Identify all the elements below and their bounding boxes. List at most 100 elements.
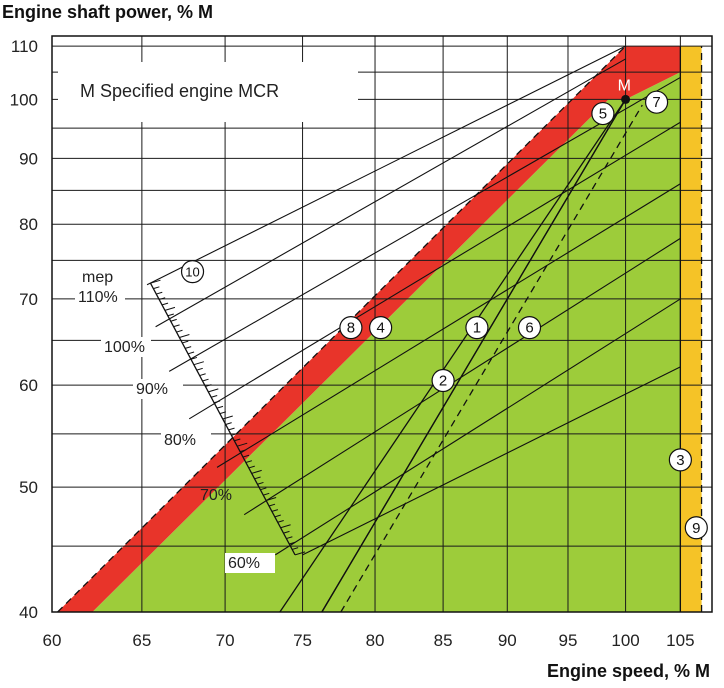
mep-tick-37 [257,481,264,485]
mep-tick-17 [199,373,206,377]
mcr-label: M [618,77,631,94]
circle-label-4-ring [369,316,393,340]
mep-tick-7 [170,318,177,322]
mep-tick-21 [211,395,218,398]
circle-label-7-ring [644,90,669,114]
circle-label-9-ring [684,516,708,540]
circle-label-10: 10 [185,265,199,280]
mep-tick-label: 90% [136,381,168,398]
mep-tick-35 [251,469,262,474]
annotation-box [58,62,358,122]
mep-tick-34 [248,465,255,469]
mep-tick-8 [173,324,180,328]
circle-label-5: 5 [599,106,607,123]
propeller-curve-7 [274,298,681,556]
mep-tick-14 [190,356,198,360]
x-tick-label: 65 [132,631,151,650]
region-green [92,72,681,613]
mep-tick-label: 80% [164,432,196,449]
mep-label-bg-0 [75,287,125,307]
limit-line-6 [340,104,643,613]
region-yellow [680,46,702,613]
x-tick-label: 80 [366,631,385,650]
circle-label-3: 3 [676,452,684,469]
mep-tick-4 [161,302,169,306]
y-axis-title: Engine shaft power, % M [2,2,214,22]
x-tick-label: 75 [293,631,312,650]
circle-label-10-ring [180,260,205,284]
mep-label-bg-3 [161,430,211,450]
mep-tick-41 [268,503,276,507]
mep-label-bg-2 [133,379,183,399]
y-tick-label: 110 [11,37,38,56]
x-tick-label: 100 [611,631,639,650]
limit-line-2b [279,99,627,613]
propeller-curve-3 [168,76,681,372]
circle-label-5-ring [591,101,615,126]
chart-regions [57,46,702,613]
mep-tick-50 [294,551,306,556]
mep-tick-45 [280,524,291,529]
mep-tick-23 [216,405,224,409]
circle-label-1-ring [465,316,489,340]
mep-label-bg-5 [225,553,275,573]
propeller-curve-4 [188,121,681,420]
mep-tick-12 [185,346,192,349]
annotation-text: M Specified engine MCR [80,81,279,101]
circle-label-8: 8 [347,320,355,337]
propeller-curve-5 [216,183,681,468]
mep-tick-40 [265,497,277,502]
mep-tick-24 [219,411,227,415]
mep-tick-39 [263,492,270,496]
mep-tick-18 [202,378,209,382]
circle-label-1: 1 [473,320,481,337]
x-tick-label: 105 [666,631,694,650]
mep-tick-48 [289,541,296,545]
propeller-curve-2 [155,58,626,328]
circle-label-8-ring [339,316,363,340]
mep-tick-2 [156,291,163,295]
circle-label-7: 7 [652,94,660,111]
circle-label-4: 4 [376,320,384,337]
plot-frame [51,35,713,613]
mep-scale: mep 110% 100% 90% 80% 70% 60% [75,269,306,573]
mep-tick-label: 70% [200,487,232,504]
propeller-curve-6 [243,237,681,516]
x-tick-label: 60 [43,631,62,650]
mep-tick-label: 60% [228,555,260,572]
mep-tick-33 [245,460,253,463]
propeller-curve-8 [302,366,681,556]
mep-tick-19 [205,384,212,387]
mep-tick-46 [283,530,290,534]
mep-tick-label: 100% [104,339,145,356]
x-tick-label: 70 [216,631,235,650]
mep-tick-27 [228,427,235,431]
limit-line-2 [321,99,627,613]
mep-tick-43 [274,514,281,518]
mep-tick-28 [231,433,238,436]
mep-tick-13 [187,351,195,355]
propeller-curves [146,45,681,556]
circle-label-2-ring [431,368,455,393]
mep-tick-44 [277,519,284,523]
mep-tick-49 [292,547,299,550]
mep-tick-31 [239,449,247,453]
mep-tick-30 [237,442,248,447]
mep-tick-11 [182,340,189,344]
x-axis-title: Engine speed, % M [546,661,710,681]
mep-tick-32 [242,454,250,458]
mep-tick-9 [176,329,183,333]
x-tick-label: 85 [434,631,453,650]
mep-tick-0 [150,279,161,284]
mcr-point [621,94,631,104]
chart-grid [51,35,713,613]
region-red [57,46,681,613]
mep-tick-6 [167,313,174,317]
y-tick-label: 90 [19,149,38,168]
mep-tick-25 [222,415,233,420]
y-tick-label: 80 [19,215,38,234]
mep-tick-20 [208,388,219,393]
y-tick-label: 40 [19,603,38,622]
